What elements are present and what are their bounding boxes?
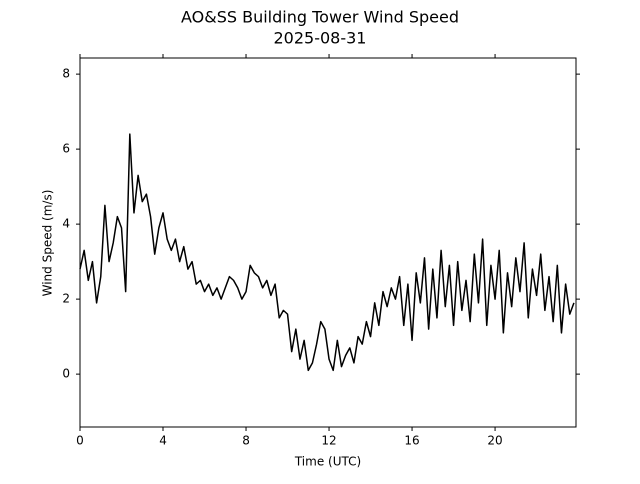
y-tick-label: 2 [62, 292, 70, 306]
x-tick-label: 4 [159, 434, 167, 448]
x-tick-label: 12 [321, 434, 336, 448]
x-tick-label: 16 [404, 434, 419, 448]
data-line [79, 133, 575, 372]
x-axis-label: Time (UTC) [294, 455, 361, 469]
x-tick-label: 8 [242, 434, 250, 448]
x-tick-label: 0 [76, 434, 84, 448]
chart-title: AO&SS Building Tower Wind Speed [181, 8, 459, 27]
y-tick-label: 8 [62, 67, 70, 81]
x-tick-label: 20 [487, 434, 502, 448]
y-tick-label: 6 [62, 142, 70, 156]
y-tick-label: 0 [62, 367, 70, 381]
chart-subtitle: 2025-08-31 [274, 29, 367, 48]
plot-frame [79, 57, 577, 428]
y-axis-label: Wind Speed (m/s) [41, 190, 55, 297]
y-tick-label: 4 [62, 217, 70, 231]
